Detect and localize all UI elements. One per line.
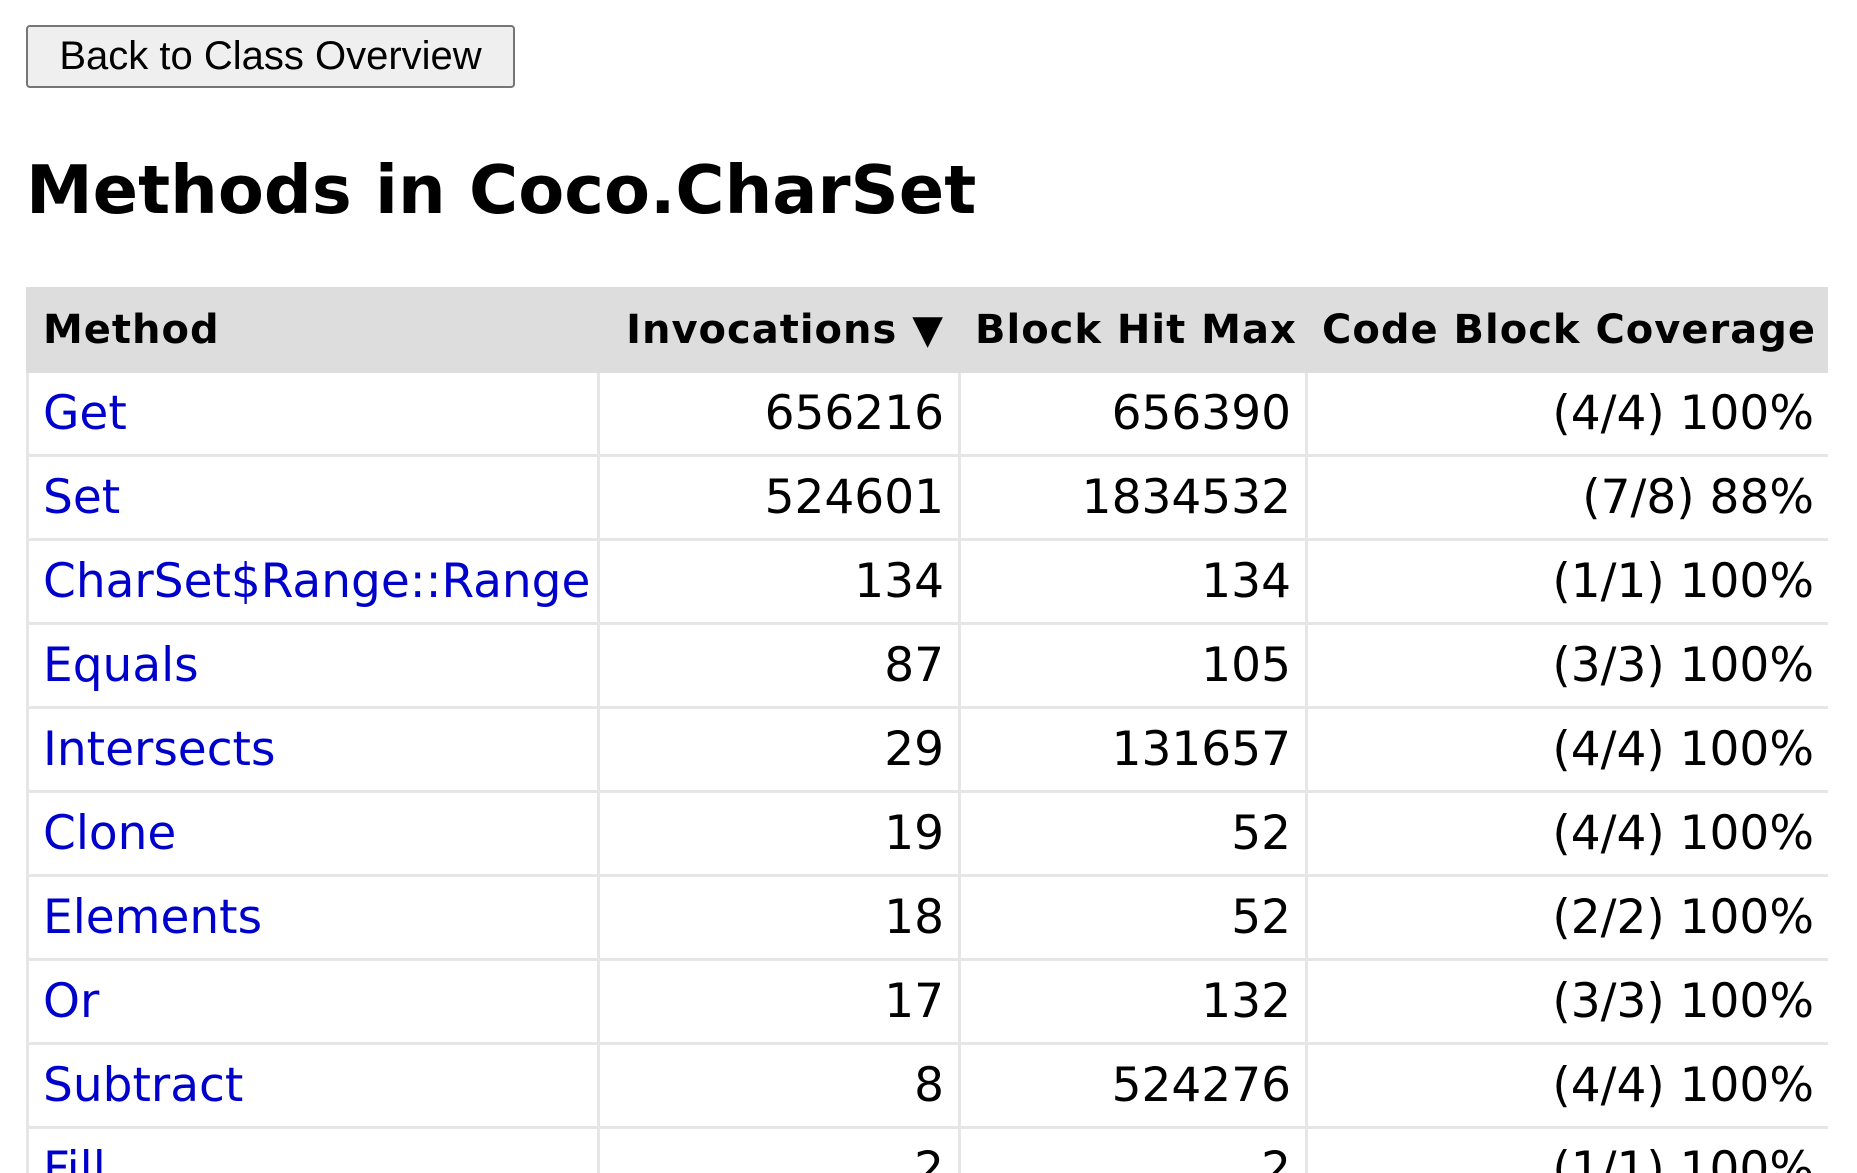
method-cell: Fill (26, 1126, 600, 1173)
method-cell: Intersects (26, 706, 600, 793)
table-row: Or 17 132 (3/3) 100% (26, 958, 1828, 1045)
block-hit-max-cell: 52 (958, 790, 1308, 877)
invocations-cell: 524601 (597, 454, 961, 541)
method-cell: CharSet$Range::Range (26, 538, 600, 625)
table-row: Fill 2 2 (1/1) 100% (26, 1126, 1828, 1173)
coverage-cell: (7/8) 88% (1305, 454, 1828, 541)
method-link[interactable]: Equals (43, 638, 199, 693)
invocations-cell: 8 (597, 1042, 961, 1129)
table-header-row: Method Invocations ▼ Block Hit Max Code … (26, 287, 1828, 373)
method-link[interactable]: Set (43, 470, 121, 525)
table-row: Get 656216 656390 (4/4) 100% (26, 370, 1828, 457)
coverage-cell: (4/4) 100% (1305, 706, 1828, 793)
block-hit-max-cell: 52 (958, 874, 1308, 961)
invocations-cell: 2 (597, 1126, 961, 1173)
block-hit-max-cell: 1834532 (958, 454, 1308, 541)
coverage-cell: (3/3) 100% (1305, 958, 1828, 1045)
method-link[interactable]: CharSet$Range::Range (43, 554, 591, 609)
column-header-code-block-coverage[interactable]: Code Block Coverage (1305, 287, 1828, 373)
method-link[interactable]: Clone (43, 806, 177, 861)
table-row: Clone 19 52 (4/4) 100% (26, 790, 1828, 877)
column-header-invocations[interactable]: Invocations ▼ (597, 287, 961, 373)
method-cell: Set (26, 454, 600, 541)
coverage-cell: (3/3) 100% (1305, 622, 1828, 709)
block-hit-max-cell: 524276 (958, 1042, 1308, 1129)
invocations-cell: 18 (597, 874, 961, 961)
methods-table-container: Method Invocations ▼ Block Hit Max Code … (26, 287, 1828, 1173)
block-hit-max-cell: 134 (958, 538, 1308, 625)
invocations-cell: 19 (597, 790, 961, 877)
column-header-method[interactable]: Method (26, 287, 600, 373)
block-hit-max-cell: 2 (958, 1126, 1308, 1173)
methods-table-body: Get 656216 656390 (4/4) 100% Set 524601 183453… (26, 370, 1828, 1173)
method-cell: Or (26, 958, 600, 1045)
coverage-cell: (1/1) 100% (1305, 1126, 1828, 1173)
block-hit-max-cell: 132 (958, 958, 1308, 1045)
method-cell: Equals (26, 622, 600, 709)
method-cell: Clone (26, 790, 600, 877)
table-row: Set 524601 1834532 (7/8) 88% (26, 454, 1828, 541)
method-link[interactable]: Intersects (43, 722, 276, 777)
block-hit-max-cell: 131657 (958, 706, 1308, 793)
method-cell: Subtract (26, 1042, 600, 1129)
method-link[interactable]: Or (43, 974, 100, 1029)
table-row: Equals 87 105 (3/3) 100% (26, 622, 1828, 709)
method-link[interactable]: Elements (43, 890, 263, 945)
coverage-cell: (4/4) 100% (1305, 790, 1828, 877)
page-title: Methods in Coco.CharSet (26, 151, 977, 229)
invocations-cell: 656216 (597, 370, 961, 457)
back-to-class-overview-button[interactable]: Back to Class Overview (26, 25, 515, 88)
invocations-cell: 29 (597, 706, 961, 793)
method-cell: Elements (26, 874, 600, 961)
invocations-cell: 87 (597, 622, 961, 709)
method-link[interactable]: Subtract (43, 1058, 244, 1113)
method-link[interactable]: Fill (43, 1142, 106, 1173)
block-hit-max-cell: 105 (958, 622, 1308, 709)
method-link[interactable]: Get (43, 386, 127, 441)
table-row: Intersects 29 131657 (4/4) 100% (26, 706, 1828, 793)
column-header-block-hit-max[interactable]: Block Hit Max (958, 287, 1308, 373)
coverage-cell: (4/4) 100% (1305, 1042, 1828, 1129)
coverage-cell: (2/2) 100% (1305, 874, 1828, 961)
coverage-cell: (4/4) 100% (1305, 370, 1828, 457)
invocations-cell: 134 (597, 538, 961, 625)
table-row: Subtract 8 524276 (4/4) 100% (26, 1042, 1828, 1129)
methods-table: Method Invocations ▼ Block Hit Max Code … (26, 287, 1828, 1173)
coverage-cell: (1/1) 100% (1305, 538, 1828, 625)
invocations-cell: 17 (597, 958, 961, 1045)
table-row: Elements 18 52 (2/2) 100% (26, 874, 1828, 961)
block-hit-max-cell: 656390 (958, 370, 1308, 457)
method-cell: Get (26, 370, 600, 457)
table-row: CharSet$Range::Range 134 134 (1/1) 100% (26, 538, 1828, 625)
